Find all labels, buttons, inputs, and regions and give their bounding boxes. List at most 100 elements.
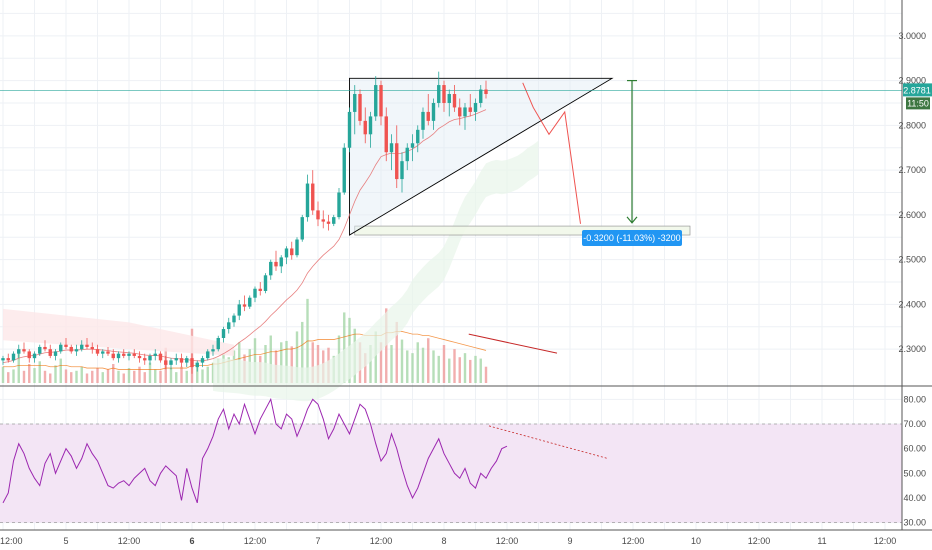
- volume-bar: [33, 368, 36, 383]
- candle-body: [431, 102, 436, 121]
- volume-bar: [474, 355, 477, 383]
- volume-bar: [432, 350, 435, 383]
- volume-ma-line: [3, 331, 487, 370]
- candle-body: [59, 344, 63, 352]
- volume-bar: [453, 349, 456, 383]
- candle-body: [395, 143, 399, 180]
- candle-body: [69, 346, 73, 352]
- volume-bar: [253, 338, 257, 383]
- volume-trend-arrow[interactable]: [468, 333, 558, 354]
- time-tick-label: 11: [817, 536, 826, 546]
- volume-bar: [285, 340, 288, 383]
- volume-bar: [59, 358, 62, 383]
- candle-body: [132, 353, 136, 356]
- volume-bar: [269, 335, 272, 383]
- volume-bar: [406, 350, 409, 383]
- candle-body: [400, 161, 404, 180]
- candle-body: [290, 248, 294, 256]
- price-tick-label: 2.5000: [898, 255, 926, 265]
- candle-body: [48, 349, 52, 356]
- measure-arrowhead[interactable]: [626, 216, 638, 224]
- candle-body: [43, 346, 47, 350]
- time-tick-label: 7: [315, 536, 320, 546]
- volume-bar: [64, 369, 68, 383]
- candle-body: [374, 85, 378, 117]
- candle-body: [158, 353, 163, 361]
- volume-bar: [379, 342, 383, 383]
- candle-body: [269, 261, 273, 276]
- candle-body: [311, 183, 315, 211]
- volume-bar: [127, 368, 131, 383]
- candle-body: [279, 257, 283, 267]
- rsi-band: [0, 423, 902, 523]
- volume-bar: [458, 357, 461, 383]
- support-zone[interactable]: [354, 225, 691, 236]
- candle-body: [137, 355, 142, 359]
- candle-body: [342, 147, 346, 193]
- candle-body: [22, 349, 26, 352]
- volume-bar: [175, 372, 178, 383]
- time-tick-label: 12:00: [244, 536, 267, 546]
- measure-label-box[interactable]: [582, 230, 682, 246]
- price-tick-label: 2.4000: [898, 299, 926, 309]
- price-tick-label: 3.0000: [898, 31, 926, 41]
- time-tick-label: 5: [63, 536, 68, 546]
- volume-bar: [374, 331, 377, 383]
- candle-body: [221, 329, 226, 338]
- volume-bar: [70, 372, 73, 383]
- rsi-tick-label: 50.00: [903, 468, 926, 478]
- rsi-line: [2, 397, 508, 504]
- volume-bar: [49, 373, 52, 383]
- candle-body: [321, 219, 325, 222]
- drawings-layer[interactable]: -0.3200 (-11.03%) -3200: [0, 77, 902, 354]
- volume-bar: [12, 369, 15, 383]
- candle-body: [305, 183, 310, 218]
- candle-body: [143, 358, 147, 361]
- candle-body: [179, 358, 184, 363]
- ascending-triangle[interactable]: [349, 77, 614, 236]
- rsi-tick-label: 70.00: [903, 419, 926, 429]
- candle-body: [347, 111, 352, 148]
- volume-bar: [385, 308, 388, 383]
- volume-bar: [390, 345, 393, 383]
- volume-bar: [448, 358, 451, 383]
- time-tick-label: 10: [691, 536, 701, 546]
- rsi-pane[interactable]: [0, 397, 902, 523]
- time-tick-label: 8: [441, 536, 446, 546]
- candle-body: [468, 107, 472, 112]
- time-tick-label: 12:00: [622, 536, 645, 546]
- volume-bar: [133, 370, 136, 383]
- moving-average-line: [2, 109, 487, 364]
- volume-bar: [301, 321, 304, 383]
- volume-bar: [311, 342, 314, 383]
- price-tick-label: 2.9000: [898, 76, 926, 86]
- candle-body: [442, 85, 446, 103]
- candle-body: [295, 239, 299, 256]
- volume-bar: [96, 368, 99, 383]
- volume-bar: [148, 362, 152, 383]
- price-tick-label: 2.6000: [898, 210, 926, 220]
- projection-path[interactable]: [522, 82, 581, 224]
- current-price-label: 2.8781: [903, 85, 931, 95]
- price-tick-label: 2.3000: [898, 344, 926, 354]
- candle-body: [437, 85, 441, 103]
- candle-body: [6, 358, 10, 361]
- candle-body: [232, 315, 236, 323]
- volume-bar: [17, 353, 20, 383]
- volume-bar: [28, 364, 31, 383]
- candle-body: [389, 143, 394, 153]
- candle-body: [284, 248, 289, 258]
- time-tick-label: 12:00: [748, 536, 771, 546]
- volume-bar: [395, 321, 398, 383]
- candle-body: [237, 304, 241, 316]
- rsi-tick-label: 60.00: [903, 444, 926, 454]
- volume-bar: [117, 370, 120, 383]
- volume-bar: [54, 365, 57, 383]
- candle-body: [11, 353, 16, 361]
- rsi-divergence-line[interactable]: [488, 425, 608, 459]
- volume-bar: [437, 355, 440, 383]
- volume-bar: [463, 353, 467, 383]
- candle-body: [101, 351, 105, 354]
